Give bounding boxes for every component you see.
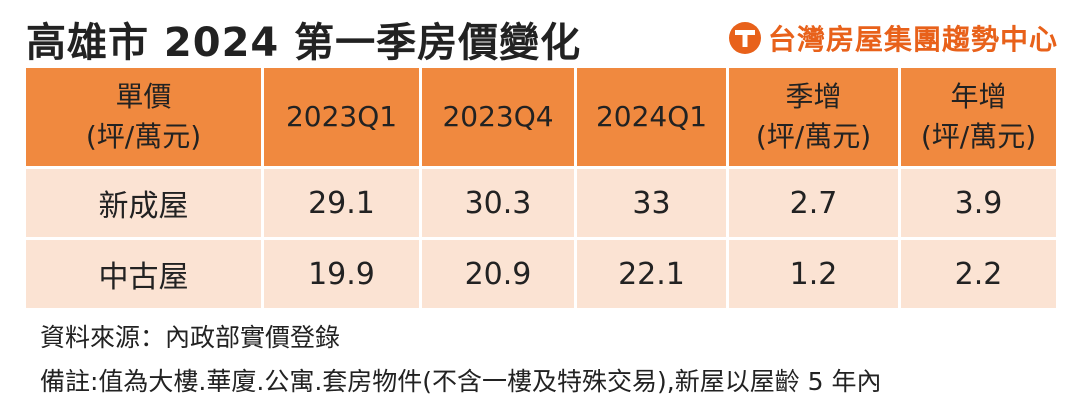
header-yoy-line2: (坪/萬元) bbox=[920, 120, 1037, 153]
cell-2023q1: 29.1 bbox=[264, 169, 422, 240]
header-unit-line2: (坪/萬元) bbox=[85, 120, 202, 153]
table-row: 中古屋 19.9 20.9 22.1 1.2 2.2 bbox=[26, 240, 1056, 308]
cell-2024q1: 22.1 bbox=[577, 240, 729, 308]
header-2023q4: 2023Q4 bbox=[422, 68, 577, 169]
header-2024q1: 2024Q1 bbox=[577, 68, 729, 169]
price-table: 單價 (坪/萬元) 2023Q1 2023Q4 2024Q1 季增 (坪/萬元)… bbox=[26, 68, 1056, 308]
header-unit-line1: 單價 bbox=[115, 80, 172, 113]
row-label: 中古屋 bbox=[26, 240, 264, 308]
header-yoy-line1: 年增 bbox=[950, 80, 1007, 113]
row-label: 新成屋 bbox=[26, 169, 264, 240]
header-qoq: 季增 (坪/萬元) bbox=[729, 68, 901, 169]
cell-qoq: 2.7 bbox=[729, 169, 901, 240]
remark-note: 備註:值為大樓.華廈.公寓.套房物件(不含一樓及特殊交易),新屋以屋齡 5 年內 bbox=[40, 367, 882, 396]
header-qoq-line1: 季增 bbox=[785, 80, 842, 113]
source-note: 資料來源：內政部實價登錄 bbox=[40, 323, 341, 352]
cell-yoy: 3.9 bbox=[901, 169, 1056, 240]
page-title: 高雄市 2024 第一季房價變化 bbox=[26, 20, 582, 66]
cell-2024q1: 33 bbox=[577, 169, 729, 240]
cell-2023q1: 19.9 bbox=[264, 240, 422, 308]
brand-name: 台灣房屋集團趨勢中心 bbox=[767, 23, 1058, 56]
taiwan-house-t-logo-icon bbox=[728, 22, 761, 54]
header-yoy: 年增 (坪/萬元) bbox=[901, 68, 1056, 169]
table-header-row: 單價 (坪/萬元) 2023Q1 2023Q4 2024Q1 季增 (坪/萬元)… bbox=[26, 68, 1056, 169]
cell-2023q4: 20.9 bbox=[422, 240, 577, 308]
cell-yoy: 2.2 bbox=[901, 240, 1056, 308]
header-2023q1: 2023Q1 bbox=[264, 68, 422, 169]
header-qoq-line2: (坪/萬元) bbox=[755, 120, 872, 153]
header-unit: 單價 (坪/萬元) bbox=[26, 68, 264, 169]
table-row: 新成屋 29.1 30.3 33 2.7 3.9 bbox=[26, 169, 1056, 240]
cell-qoq: 1.2 bbox=[729, 240, 901, 308]
cell-2023q4: 30.3 bbox=[422, 169, 577, 240]
brand-logo: 台灣房屋集團趨勢中心 bbox=[728, 18, 1058, 58]
